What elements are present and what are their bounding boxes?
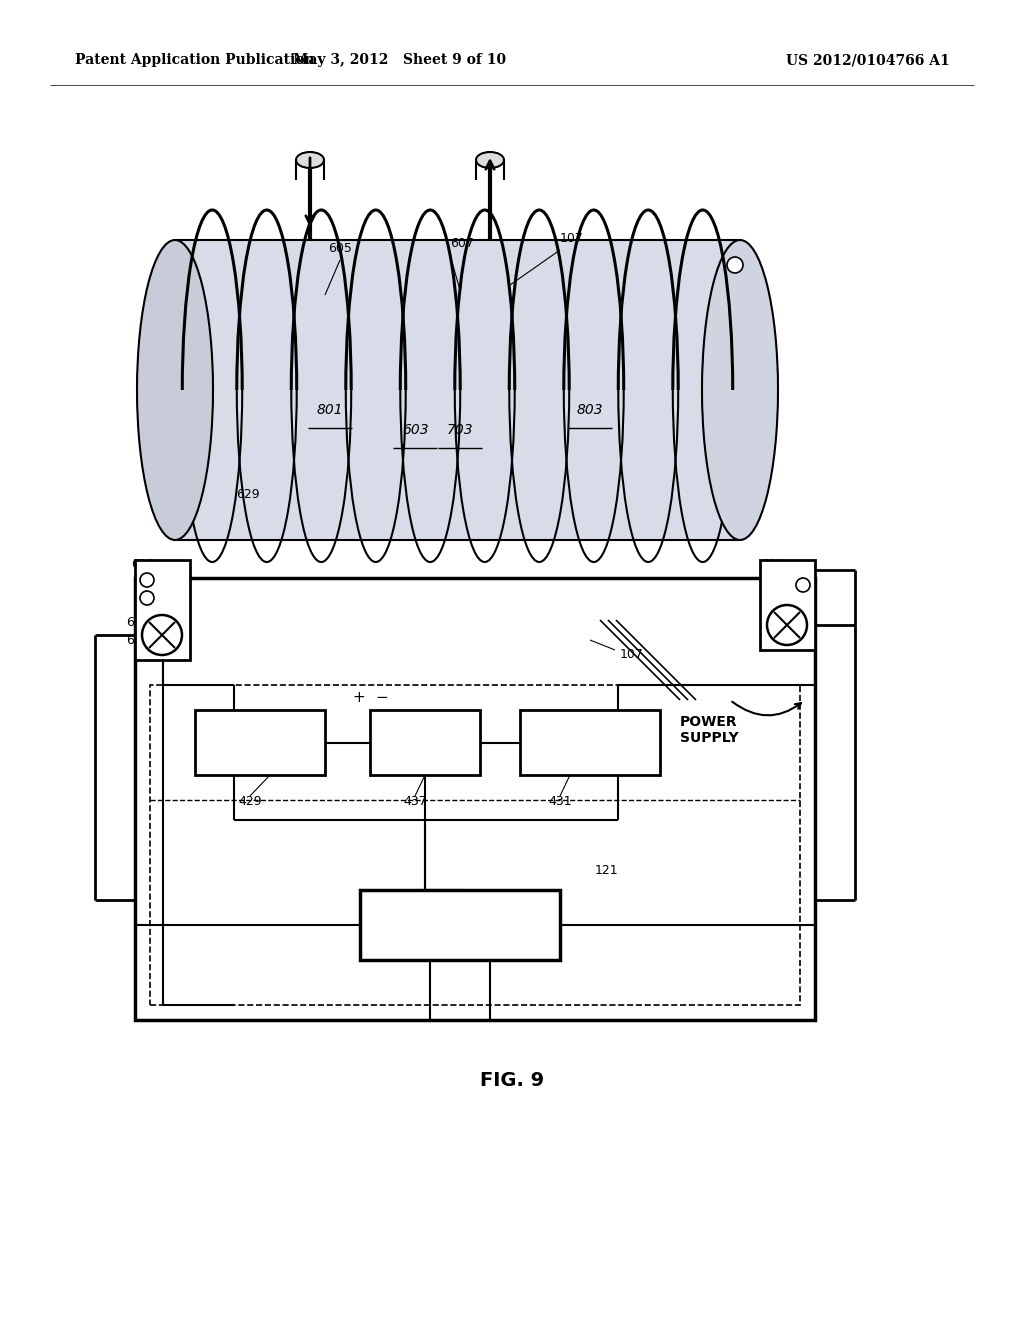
Bar [175, 240, 740, 540]
Text: May 3, 2012   Sheet 9 of 10: May 3, 2012 Sheet 9 of 10 [294, 53, 507, 67]
Text: 623: 623 [176, 483, 200, 496]
Ellipse shape [767, 605, 807, 645]
Ellipse shape [796, 578, 810, 591]
Text: US 2012/0104766 A1: US 2012/0104766 A1 [786, 53, 950, 67]
Text: 615: 615 [760, 614, 783, 627]
Text: 629: 629 [237, 488, 260, 502]
Text: 437: 437 [403, 795, 427, 808]
Text: 803: 803 [577, 403, 603, 417]
Text: 601: 601 [136, 384, 160, 396]
Text: 613: 613 [126, 615, 150, 628]
Ellipse shape [140, 591, 154, 605]
Text: POWER
SUPPLY: POWER SUPPLY [680, 715, 738, 744]
Text: 801: 801 [316, 403, 343, 417]
Ellipse shape [727, 257, 743, 273]
Text: 703: 703 [446, 422, 473, 437]
Ellipse shape [142, 615, 182, 655]
Ellipse shape [140, 573, 154, 587]
Text: 607: 607 [450, 238, 474, 249]
Text: FIG. 9: FIG. 9 [480, 1071, 544, 1089]
Text: HIGH
VOLTAGE: HIGH VOLTAGE [229, 729, 291, 756]
Text: 609: 609 [126, 634, 150, 647]
Text: HV
SWITCH: HV SWITCH [397, 729, 453, 756]
Ellipse shape [137, 240, 213, 540]
Ellipse shape [476, 152, 504, 168]
Bar [150, 685, 800, 1005]
Text: 431: 431 [548, 795, 571, 808]
Text: −: − [375, 690, 388, 705]
Text: 107: 107 [620, 648, 644, 661]
Bar [135, 578, 815, 1020]
Text: 611: 611 [760, 558, 783, 572]
Text: +: + [352, 690, 365, 705]
Text: 107: 107 [560, 232, 584, 246]
Text: 603: 603 [401, 422, 428, 437]
Text: SYSTEM
CONTROLLER: SYSTEM CONTROLLER [414, 911, 507, 939]
Text: Patent Application Publication: Patent Application Publication [75, 53, 314, 67]
Bar [760, 560, 815, 649]
Bar [370, 710, 480, 775]
Text: PULSE
GENERATOR: PULSE GENERATOR [548, 729, 633, 756]
Bar [520, 710, 660, 775]
Text: 429: 429 [239, 795, 262, 808]
Ellipse shape [296, 152, 324, 168]
Ellipse shape [702, 240, 778, 540]
Bar [195, 710, 325, 775]
Bar [135, 560, 190, 660]
Bar [360, 890, 560, 960]
Text: 121: 121 [595, 863, 618, 876]
Text: 621: 621 [131, 558, 155, 572]
Text: 619: 619 [755, 363, 778, 376]
Text: 605: 605 [328, 242, 352, 255]
